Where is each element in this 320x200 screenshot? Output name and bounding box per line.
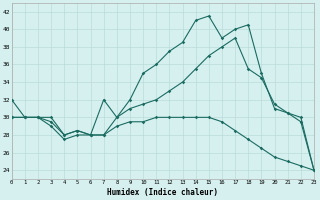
X-axis label: Humidex (Indice chaleur): Humidex (Indice chaleur) [107, 188, 218, 197]
